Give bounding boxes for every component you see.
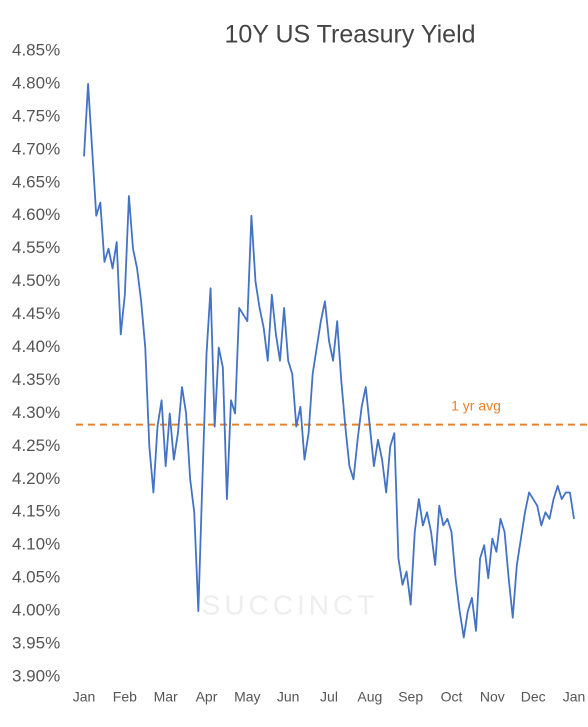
x-tick-label: Jan [73,689,96,705]
y-tick-label: 4.80% [12,73,60,92]
line-series [83,83,575,639]
y-tick-label: 4.70% [12,139,60,158]
y-tick-label: 3.90% [12,666,60,685]
x-tick-label: Feb [113,689,137,705]
x-tick-label: Jan [563,689,586,705]
x-tick-label: Dec [521,689,546,705]
y-tick-label: 4.55% [12,238,60,257]
y-tick-label: 4.20% [12,469,60,488]
x-tick-label: Sep [398,689,423,705]
x-tick-label: Nov [480,689,505,705]
x-tick-label: Aug [357,689,382,705]
y-tick-label: 4.25% [12,436,60,455]
y-tick-label: 4.85% [12,40,60,59]
y-tick-label: 4.35% [12,370,60,389]
y-tick-label: 4.65% [12,172,60,191]
y-tick-label: 4.45% [12,304,60,323]
y-tick-label: 4.30% [12,403,60,422]
x-tick-label: Oct [441,689,463,705]
y-tick-label: 3.95% [12,634,60,653]
y-tick-label: 4.10% [12,535,60,554]
x-tick-label: May [234,689,260,705]
y-tick-label: 4.00% [12,601,60,620]
x-tick-label: Jul [320,689,338,705]
y-tick-label: 4.75% [12,106,60,125]
y-tick-label: 4.15% [12,502,60,521]
y-tick-label: 4.05% [12,568,60,587]
y-tick-label: 4.50% [12,271,60,290]
x-tick-label: Jun [277,689,300,705]
chart-title: 10Y US Treasury Yield [224,21,475,49]
y-tick-label: 4.40% [12,337,60,356]
reference-label: 1 yr avg [451,397,501,413]
y-tick-label: 4.60% [12,205,60,224]
x-tick-label: Apr [196,689,218,705]
x-tick-label: Mar [154,689,178,705]
watermark: SUCCINCT [202,589,379,620]
